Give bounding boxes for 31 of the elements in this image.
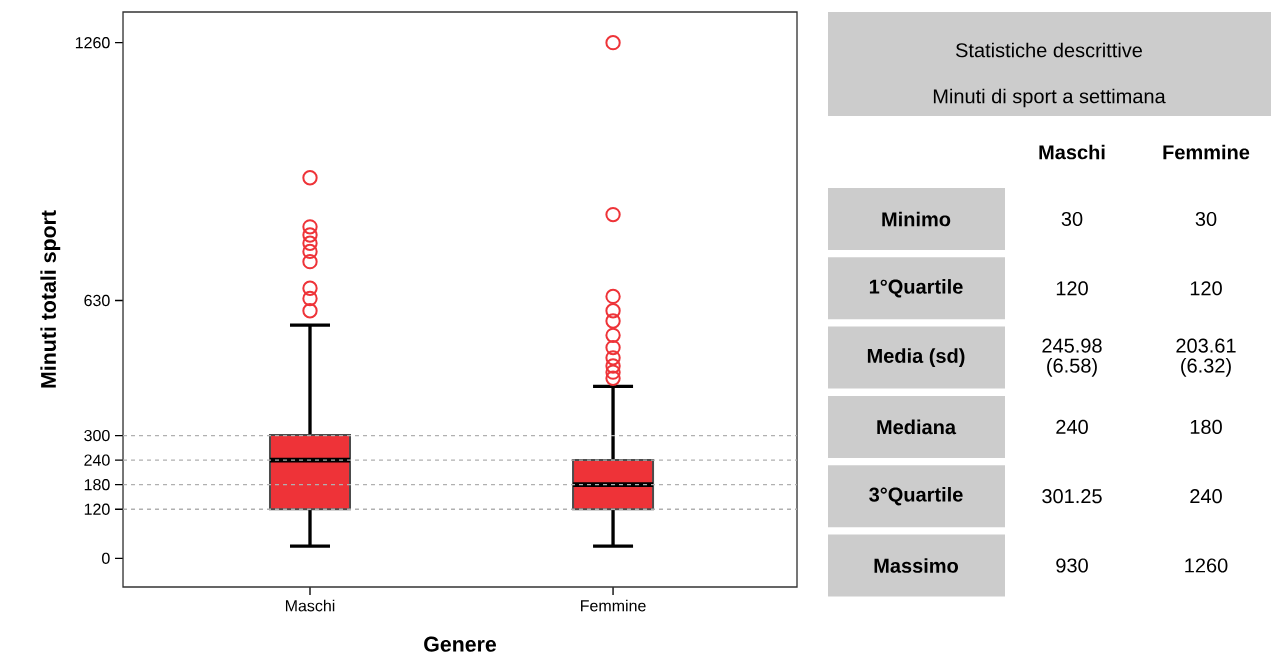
category-label: Mediana (877, 419, 957, 435)
text: 180 (1190, 419, 1222, 434)
category-label: Massimo (874, 558, 959, 573)
text: 1260 (1185, 558, 1228, 573)
text: Minuti di sport a settimana (933, 88, 1166, 108)
text: 203.61 (6.32) (1176, 338, 1236, 377)
y-tick-label: 630 (84, 294, 110, 307)
text: 240 (1056, 419, 1088, 434)
y-tick-label: 120 (84, 503, 110, 515)
y-tick-label: 300 (84, 429, 110, 442)
text: 120 (1056, 281, 1088, 296)
y-tick-label: 1260 (75, 37, 110, 49)
text: 245.98 (6.58) (1042, 338, 1102, 377)
y-axis-title: Minuti totali sport (40, 210, 61, 388)
text: 30 (1195, 211, 1217, 227)
text: 930 (1056, 558, 1088, 573)
x-axis-title: Genere (424, 636, 497, 652)
category-label: Media (sd) (867, 348, 965, 367)
text: 30 (1061, 211, 1083, 227)
category-label: 3°Quartile (869, 486, 963, 506)
text: 120 (1190, 281, 1222, 296)
y-tick-label: 0 (102, 552, 110, 564)
category-label: 1°Quartile (869, 279, 963, 298)
y-tick-label: 240 (84, 454, 110, 466)
text: 240 (1190, 489, 1222, 504)
category-label: Maschi (1039, 144, 1105, 160)
category-label: Minimo (882, 211, 951, 227)
text: 301.25 (1042, 489, 1102, 504)
category-label: Femmine (1163, 144, 1250, 160)
text: Statistiche descrittive (955, 42, 1142, 58)
y-tick-label: 180 (84, 479, 110, 491)
